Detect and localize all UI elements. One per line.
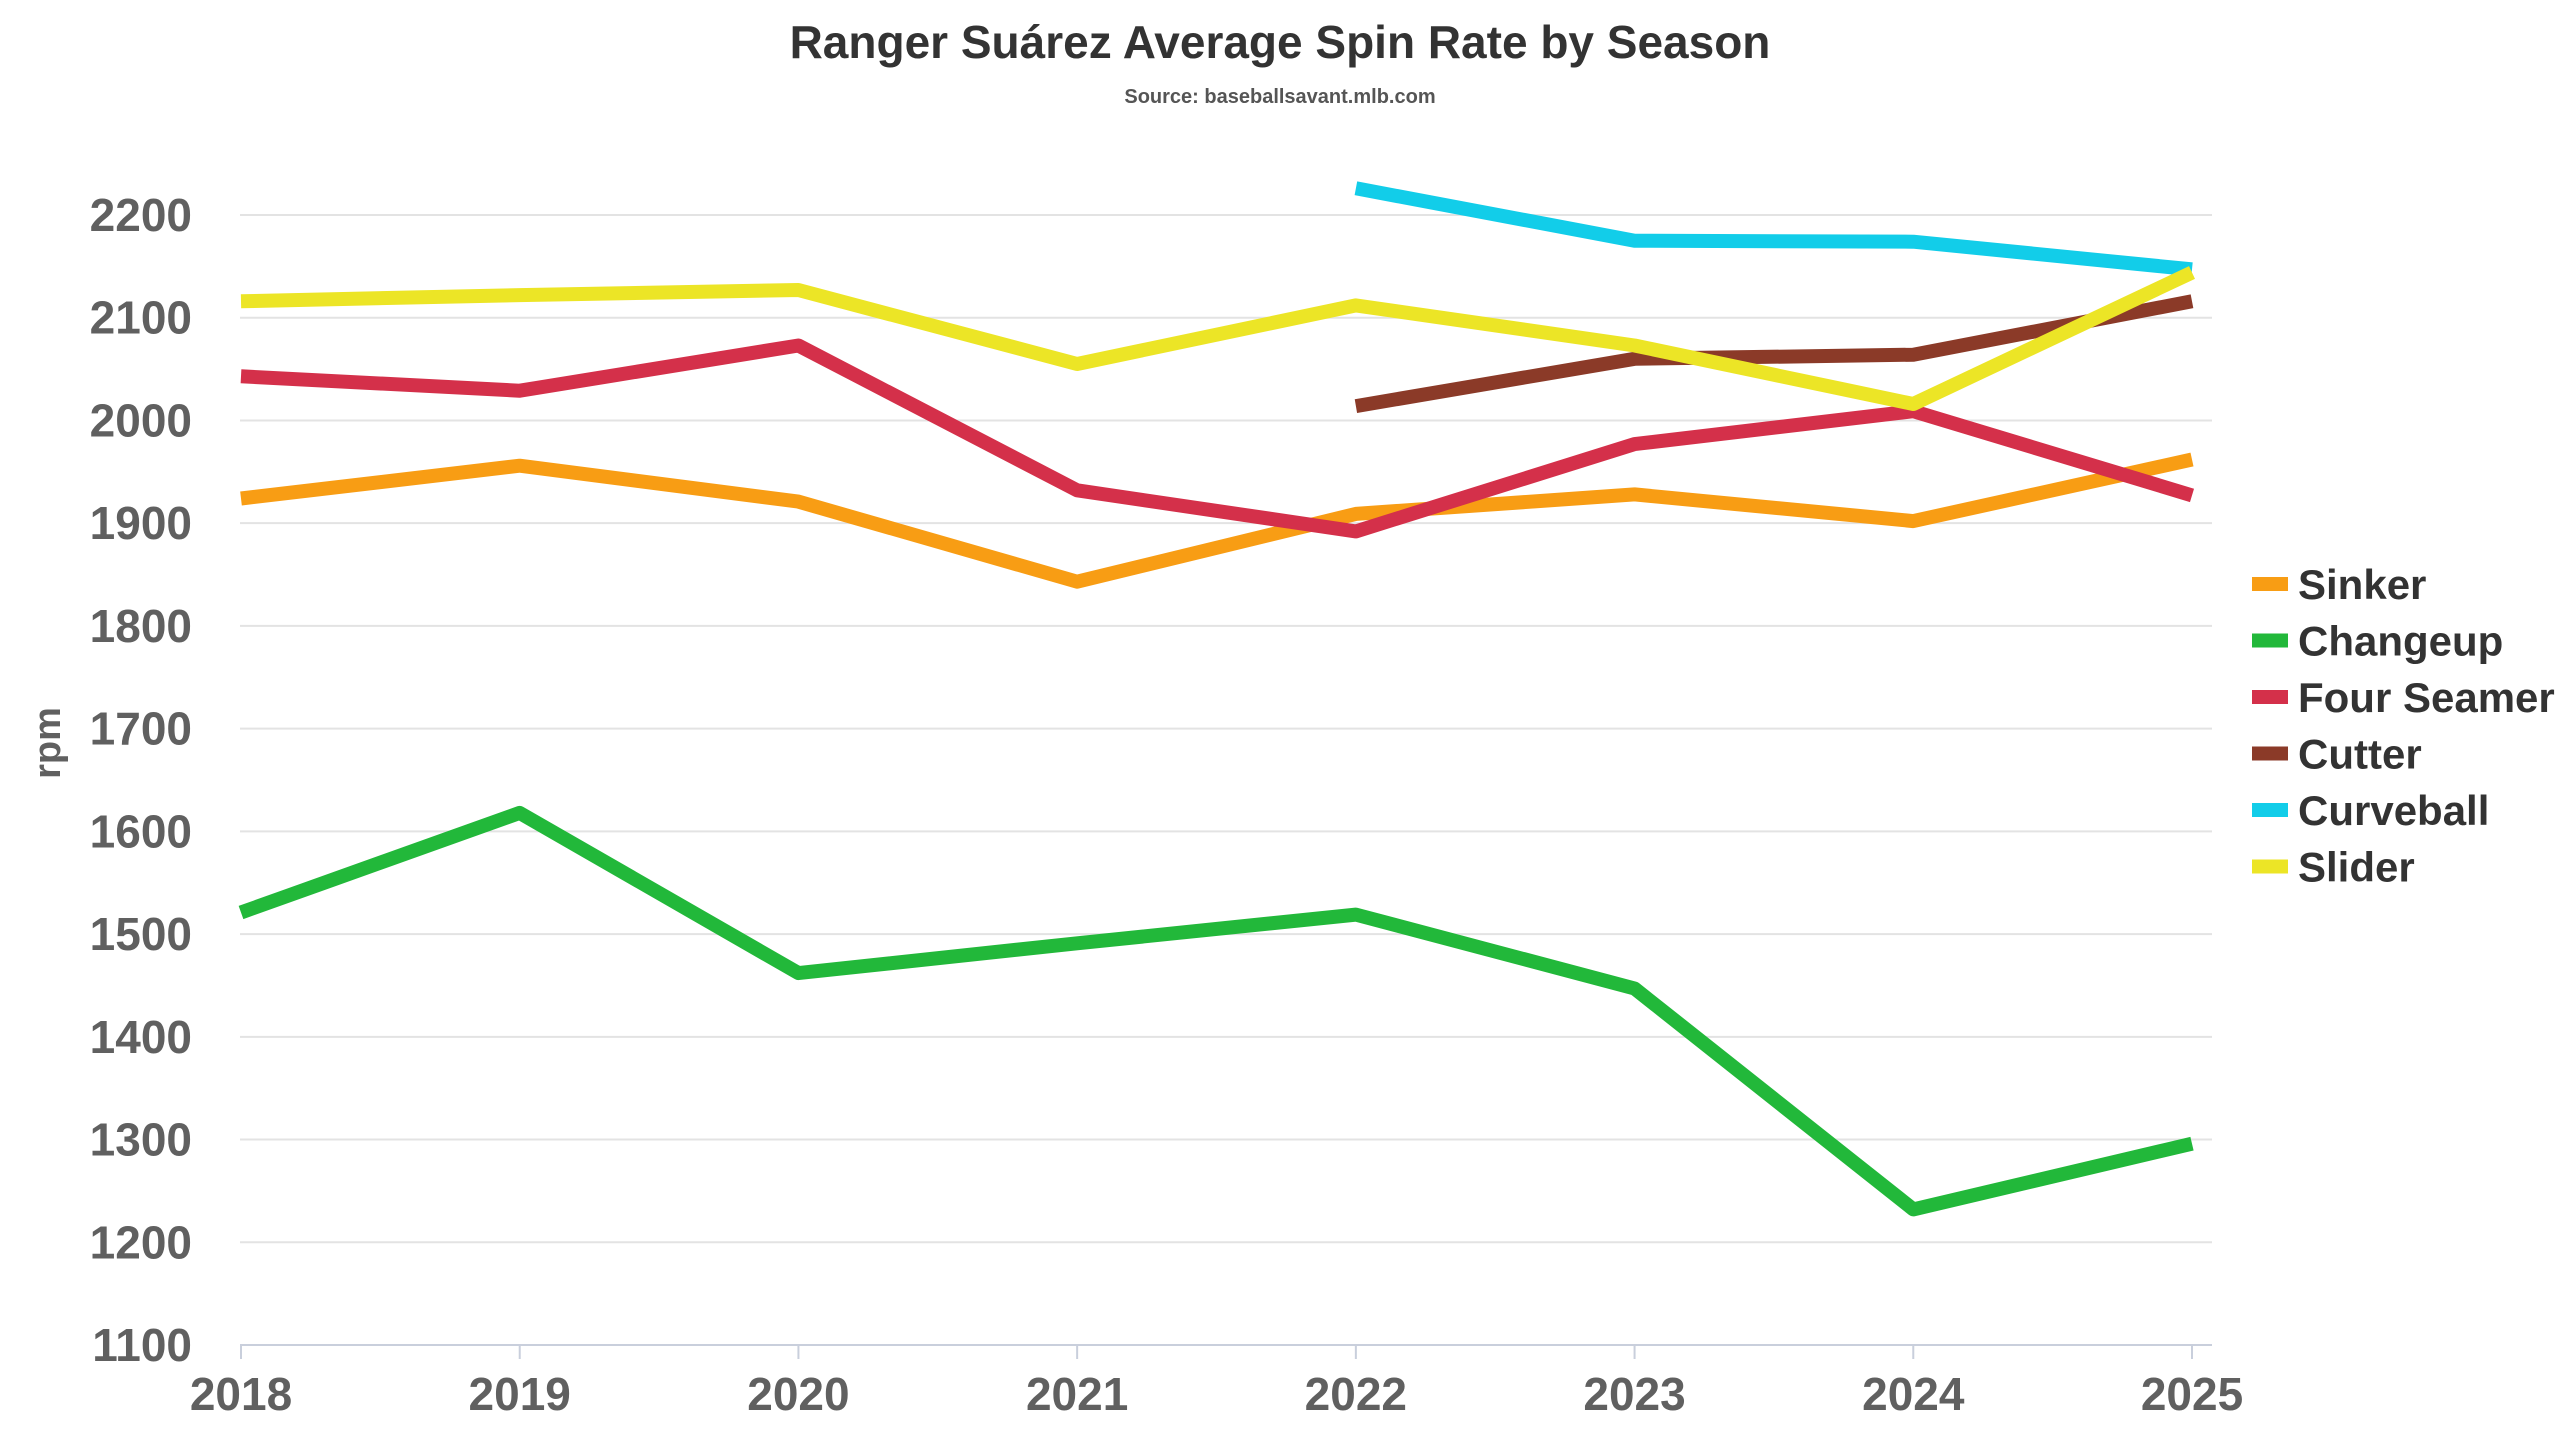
y-tick-label-1400: 1400 bbox=[90, 1011, 192, 1063]
series-line-curveball[interactable] bbox=[1354, 181, 2193, 277]
x-tick-label-2022: 2022 bbox=[1305, 1368, 1407, 1420]
y-tick-label-1500: 1500 bbox=[90, 908, 192, 960]
y-axis-title: rpm bbox=[27, 707, 69, 779]
legend-swatch-slider bbox=[2252, 859, 2288, 874]
legend-label-changeup: Changeup bbox=[2298, 618, 2503, 665]
x-tick-label-2018: 2018 bbox=[190, 1368, 292, 1420]
legend-swatch-four-seamer bbox=[2252, 690, 2288, 704]
x-tick-label-2020: 2020 bbox=[747, 1368, 849, 1420]
y-tick-label-2200: 2200 bbox=[90, 189, 192, 241]
legend-swatch-curveball bbox=[2252, 803, 2288, 817]
legend-label-cutter: Cutter bbox=[2298, 731, 2422, 778]
legend-label-sinker: Sinker bbox=[2298, 561, 2426, 608]
x-tick-label-2024: 2024 bbox=[1862, 1368, 1965, 1420]
y-tick-label-1800: 1800 bbox=[90, 600, 192, 652]
y-tick-label-1700: 1700 bbox=[90, 703, 192, 755]
y-tick-label-2100: 2100 bbox=[90, 292, 192, 344]
series-line-slider[interactable] bbox=[240, 266, 2195, 411]
legend-item-cutter[interactable]: Cutter bbox=[2252, 731, 2422, 778]
y-tick-label-1200: 1200 bbox=[90, 1216, 192, 1268]
gridlines bbox=[240, 214, 2212, 1244]
x-tick-label-2023: 2023 bbox=[1583, 1368, 1685, 1420]
series-line-cutter[interactable] bbox=[1354, 294, 2194, 414]
y-tick-label-1300: 1300 bbox=[90, 1114, 192, 1166]
y-tick-label-1600: 1600 bbox=[90, 805, 192, 857]
legend-label-slider: Slider bbox=[2298, 844, 2415, 891]
legend-item-four-seamer[interactable]: Four Seamer bbox=[2252, 674, 2555, 721]
legend-item-changeup[interactable]: Changeup bbox=[2252, 618, 2503, 665]
x-tick-label-2021: 2021 bbox=[1026, 1368, 1128, 1420]
y-tick-label-1100: 1100 bbox=[92, 1319, 192, 1371]
y-tick-label-1900: 1900 bbox=[90, 497, 192, 549]
legend-label-curveball: Curveball bbox=[2298, 787, 2489, 834]
chart-subtitle: Source: baseballsavant.mlb.com bbox=[1124, 86, 1435, 108]
y-tick-label-2000: 2000 bbox=[90, 394, 192, 446]
legend-item-slider[interactable]: Slider bbox=[2252, 844, 2415, 891]
legend-swatch-cutter bbox=[2252, 746, 2288, 761]
legend-label-four-seamer: Four Seamer bbox=[2298, 674, 2555, 721]
x-tick-label-2025: 2025 bbox=[2141, 1368, 2243, 1420]
series-line-sinker[interactable] bbox=[240, 452, 2194, 589]
legend-swatch-changeup bbox=[2252, 633, 2288, 648]
y-axis-ticks: 1100 1200 1300 1400 1500 1600 1700 1800 1900 2000… bbox=[90, 189, 192, 1371]
series-line-four-seamer[interactable] bbox=[240, 338, 2195, 539]
chart-title: Ranger Suárez Average Spin Rate by Seaso… bbox=[790, 16, 1771, 68]
legend-item-sinker[interactable]: Sinker bbox=[2252, 561, 2426, 608]
x-tick-label-2019: 2019 bbox=[469, 1368, 571, 1420]
legend[interactable]: Sinker Changeup Four Seamer Cutter Curveball… bbox=[2252, 561, 2555, 891]
series-lines bbox=[238, 181, 2195, 1217]
series-line-changeup[interactable] bbox=[238, 805, 2194, 1217]
legend-item-curveball[interactable]: Curveball bbox=[2252, 787, 2489, 834]
x-axis-ticks: 2018 2019 2020 2021 2022 2023 2024 2025 bbox=[190, 1345, 2243, 1420]
legend-swatch-sinker bbox=[2252, 577, 2288, 591]
